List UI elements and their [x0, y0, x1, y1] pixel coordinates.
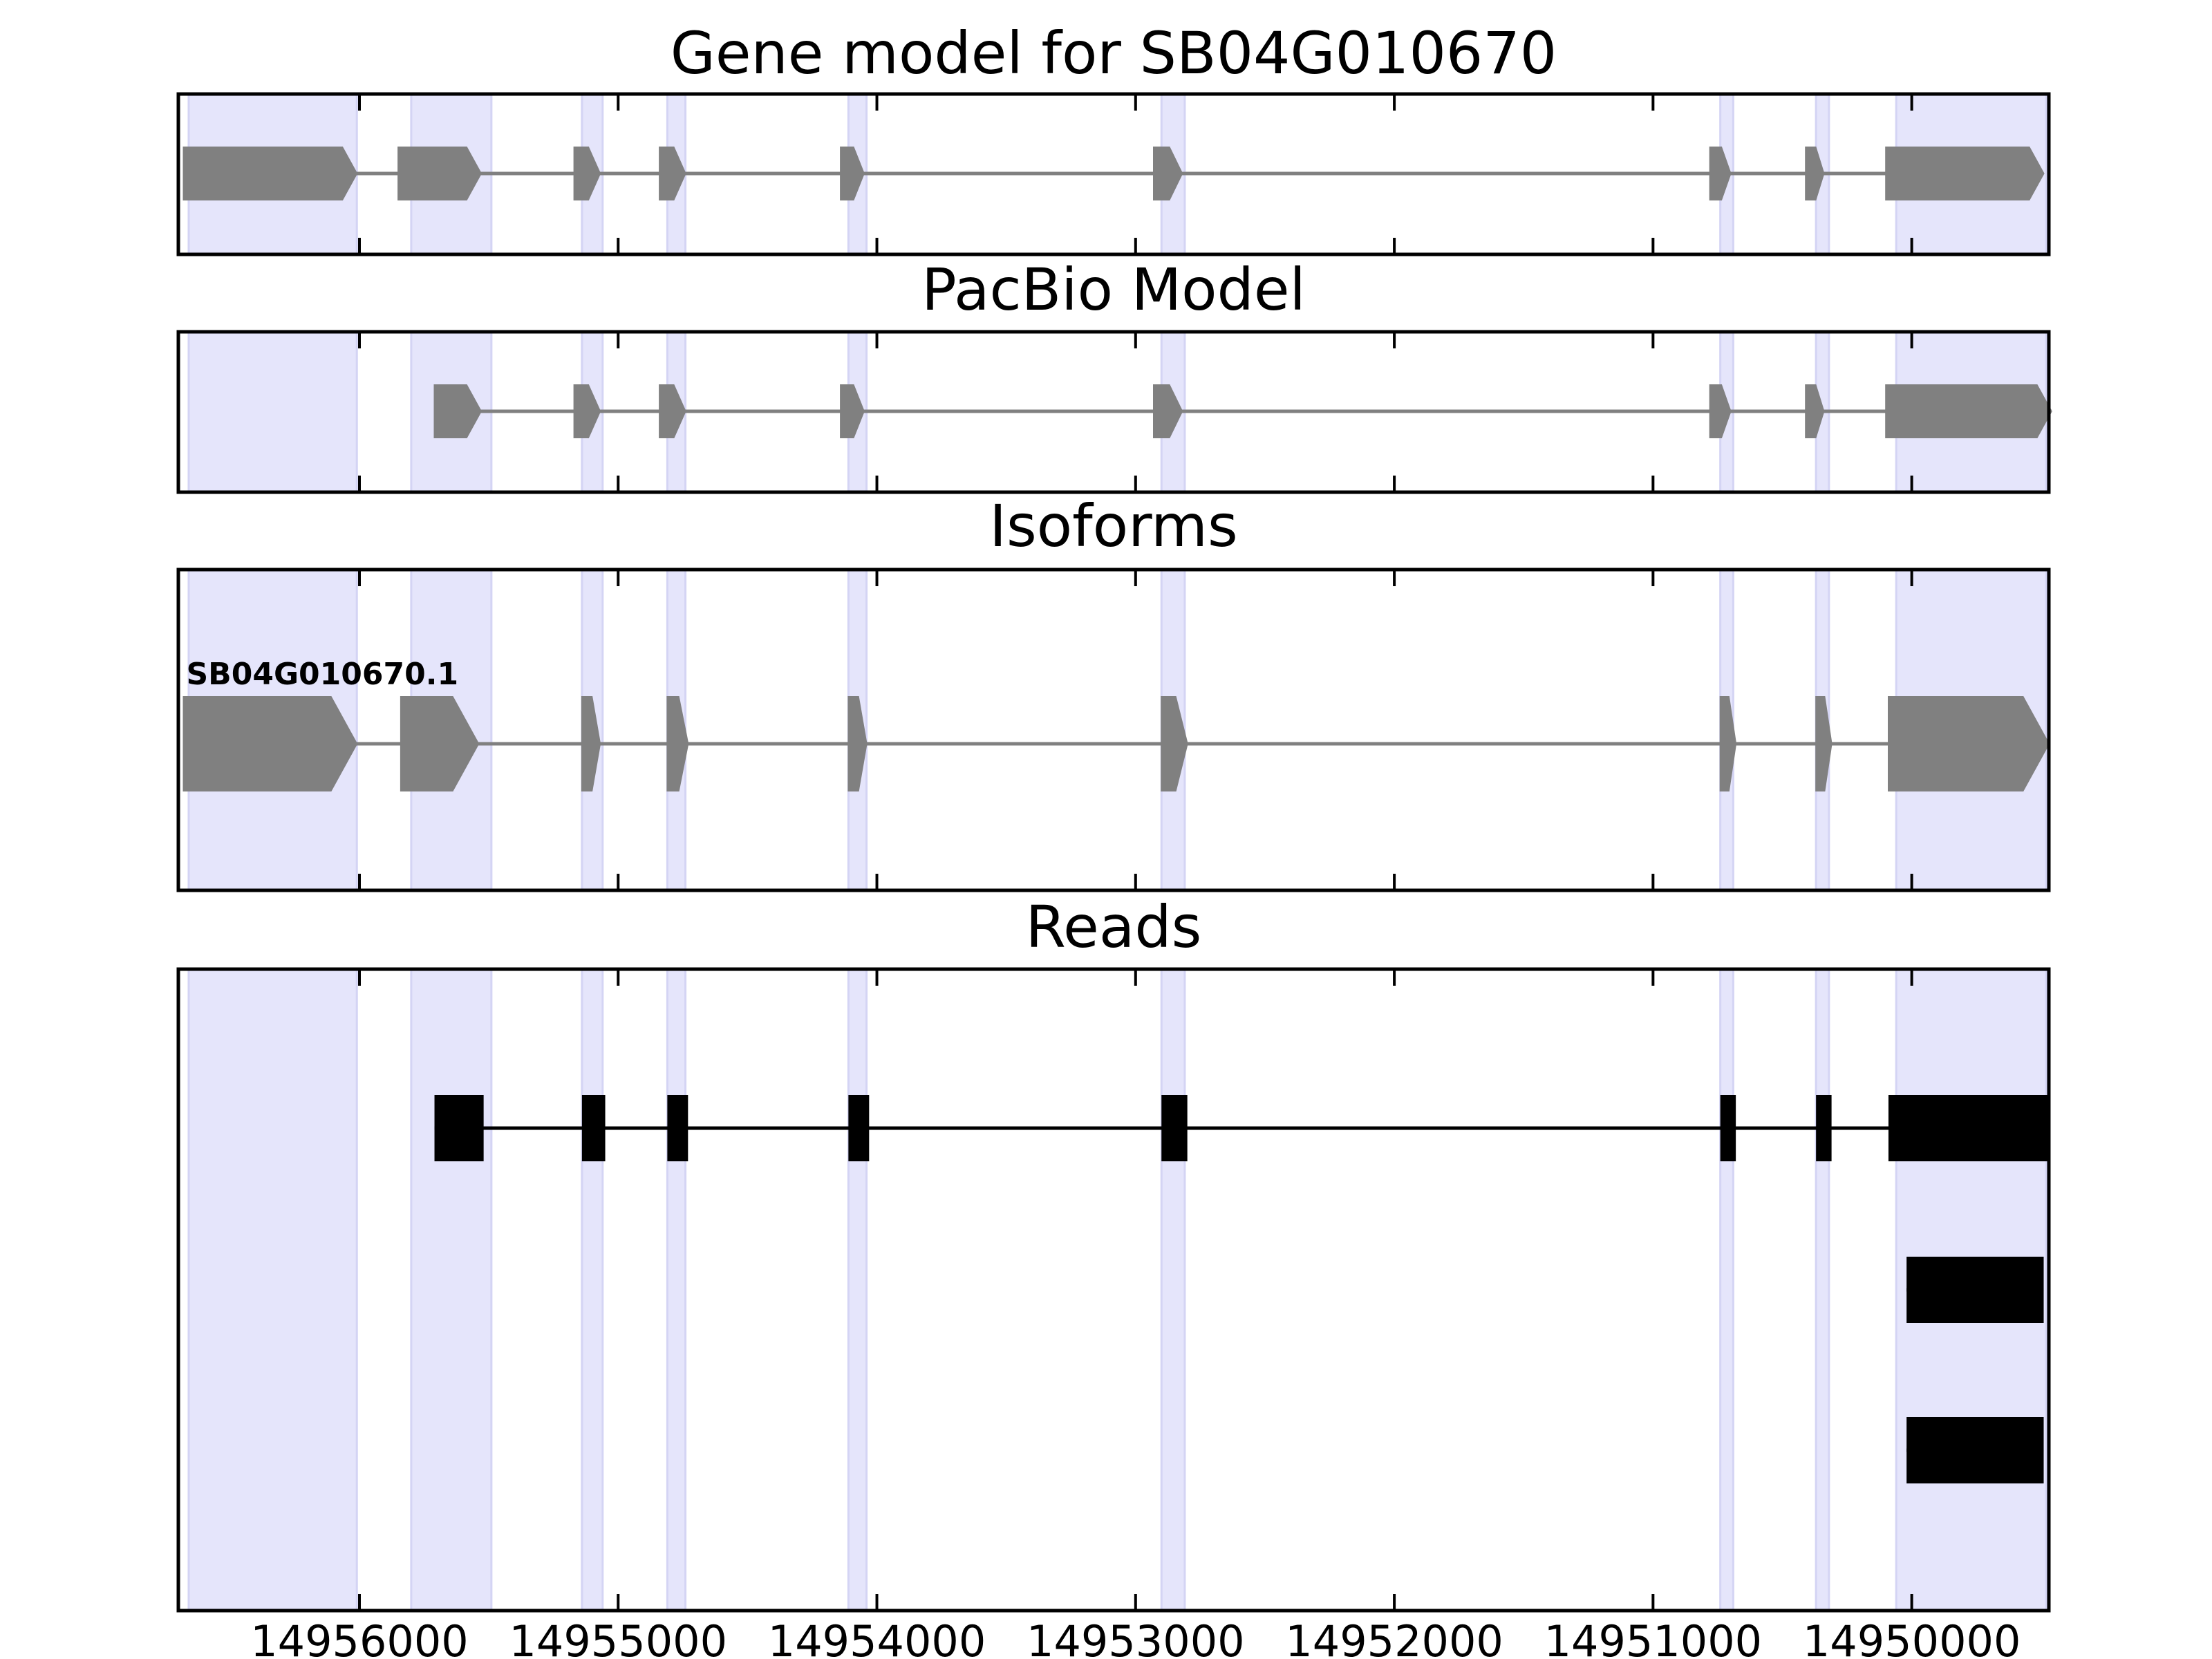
x-axis-tick-labels: 14956000 14955000 14954000 14953000 14952000… — [250, 1616, 2021, 1659]
panel-frame-reads — [176, 967, 2051, 1613]
exon-arrow — [573, 147, 601, 200]
exon-arrow — [1885, 384, 2052, 438]
panel-reads: Reads — [176, 893, 2051, 1613]
exon-arrow — [400, 696, 480, 791]
exon-arrow — [840, 147, 865, 200]
panel-frame-pacbio-model — [176, 330, 2051, 494]
features-isoforms: SB04G010670.1 — [182, 657, 2050, 791]
panel-gene-model: Gene model for SB04G010670 — [176, 19, 2051, 256]
read-exon — [581, 1095, 606, 1161]
exon-highlight-band — [847, 968, 868, 1612]
exon-arrow — [1153, 147, 1183, 200]
exon-arrow — [1888, 696, 2050, 791]
exon-arrow — [1719, 696, 1737, 791]
panel-frame-isoforms — [176, 568, 2051, 892]
isoform-label: SB04G010670.1 — [186, 657, 458, 692]
panel-title-pacbio-model: PacBio Model — [921, 256, 1306, 324]
exon-arrow — [840, 384, 865, 438]
x-tick-label: 14954000 — [768, 1616, 986, 1659]
exon-highlight-band — [187, 330, 358, 494]
x-tick-label: 14951000 — [1544, 1616, 1763, 1659]
panel-pacbio-model: PacBio Model — [176, 256, 2052, 494]
exon-arrow — [659, 384, 686, 438]
read-exon — [1906, 1257, 2044, 1323]
exon-arrow — [1805, 384, 1825, 438]
exon-highlight-band — [666, 968, 687, 1612]
exon-arrow — [182, 696, 358, 791]
x-tick-label: 14952000 — [1285, 1616, 1503, 1659]
exon-arrow — [1153, 384, 1183, 438]
exon-arrow — [1709, 147, 1732, 200]
exon-highlight-band — [1815, 968, 1830, 1612]
exon-highlight-band — [187, 968, 358, 1612]
exon-arrow — [1161, 696, 1188, 791]
x-tick-label: 14955000 — [509, 1616, 727, 1659]
features-reads — [434, 1095, 2049, 1483]
read-exon — [667, 1095, 688, 1161]
ticks-pacbio-model — [357, 332, 1913, 492]
panel-title-reads: Reads — [1026, 893, 1202, 961]
exon-arrow — [397, 147, 482, 200]
read-exon — [1161, 1095, 1188, 1161]
panel-title-isoforms: Isoforms — [989, 492, 1238, 560]
read-exon — [1888, 1095, 2049, 1161]
exon-highlight-band — [410, 968, 493, 1612]
panel-title-gene-model: Gene model for SB04G010670 — [671, 19, 1557, 87]
exon-arrow — [1885, 147, 2045, 200]
ticks-gene-model — [357, 94, 1913, 254]
exon-arrow — [1805, 147, 1825, 200]
exon-highlight-band — [1160, 968, 1186, 1612]
x-tick-label: 14956000 — [250, 1616, 469, 1659]
exon-highlight-band — [1719, 968, 1734, 1612]
exon-highlight-band — [581, 968, 604, 1612]
exon-arrow — [847, 696, 868, 791]
exon-arrow — [433, 384, 482, 438]
panel-frame-gene-model — [176, 92, 2051, 256]
read-exon — [1906, 1417, 2044, 1483]
read-exon — [1720, 1095, 1736, 1161]
exon-arrow — [1709, 384, 1732, 438]
exon-arrow — [659, 147, 686, 200]
x-tick-label: 14953000 — [1027, 1616, 1245, 1659]
ticks-reads — [357, 969, 1913, 1611]
exon-highlights-reads — [187, 968, 2047, 1612]
exon-arrow — [182, 147, 358, 200]
exon-arrow — [581, 696, 601, 791]
panel-isoforms: Isoforms SB04G010670.1 — [176, 492, 2051, 892]
read-exon — [434, 1095, 484, 1161]
exon-arrow — [1815, 696, 1833, 791]
read-exon — [1816, 1095, 1832, 1161]
x-tick-label: 14950000 — [1803, 1616, 2021, 1659]
ticks-isoforms — [357, 570, 1913, 890]
exon-arrow — [666, 696, 689, 791]
read-exon — [848, 1095, 870, 1161]
features-gene-model — [182, 147, 2045, 200]
features-pacbio-model — [433, 384, 2052, 438]
exon-arrow — [573, 384, 601, 438]
